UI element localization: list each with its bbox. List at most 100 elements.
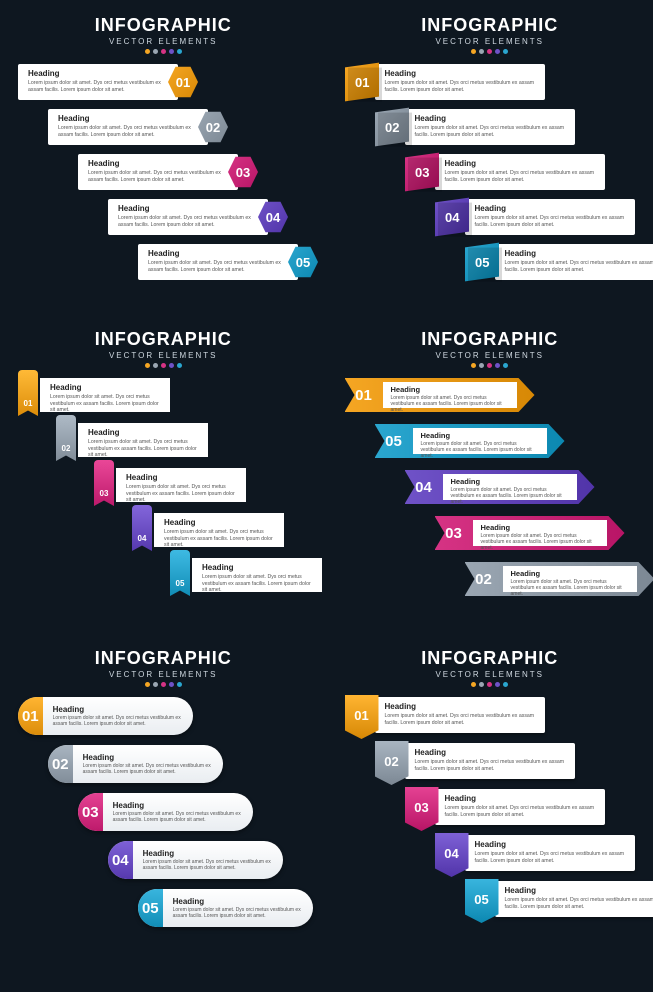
panel-4-subtitle: VECTOR ELEMENTS: [345, 351, 636, 360]
p2-row-01: HeadingLorem ipsum dolor sit amet. Dys o…: [345, 64, 636, 104]
p1-number-02: 02: [206, 120, 220, 135]
p2-card-03: Heading Lorem ipsum dolor sit amet. Dys o…: [435, 154, 605, 190]
p1-number-03: 03: [236, 165, 250, 180]
p5-body-04: Lorem ipsum dolor sit amet. Dys orci met…: [143, 859, 273, 871]
p4-card-05: HeadingLorem ipsum dolor sit amet. Dys o…: [413, 428, 547, 454]
p5-row-02: 02HeadingLorem ipsum dolor sit amet. Dys…: [18, 745, 309, 787]
p4-row-02: 02 HeadingLorem ipsum dolor sit amet. Dys…: [345, 562, 636, 602]
p6-number-02: 02: [384, 754, 398, 769]
p4-heading-01: Heading: [391, 385, 509, 394]
panel-2-subtitle: VECTOR ELEMENTS: [345, 37, 636, 46]
p1-heading-02: Heading: [58, 114, 198, 123]
p6-row-02: HeadingLorem ipsum dolor sit amet. Dys o…: [345, 743, 636, 785]
p2-heading-03: Heading: [445, 159, 595, 168]
p1-number-04: 04: [266, 210, 280, 225]
down-ribbon-icon-03: 03: [405, 787, 439, 831]
p2-number-01: 01: [354, 75, 368, 90]
p4-body-02: Lorem ipsum dolor sit amet. Dys orci met…: [511, 579, 629, 597]
dot-violet: [495, 682, 500, 687]
pill-tab-02: 02: [48, 745, 73, 783]
p3-heading-02: Heading: [88, 428, 198, 437]
p3-body-04: Lorem ipsum dolor sit amet. Dys orci met…: [164, 529, 274, 549]
cube-icon-04: 04: [435, 198, 469, 237]
p6-number-04: 04: [444, 846, 458, 861]
p5-heading-04: Heading: [143, 849, 273, 858]
p6-heading-05: Heading: [505, 886, 653, 895]
pill-tab-05: 05: [138, 889, 163, 927]
dot-orange: [471, 49, 476, 54]
p6-heading-02: Heading: [415, 748, 565, 757]
cube-icon-03: 03: [405, 153, 439, 192]
p5-card-01: HeadingLorem ipsum dolor sit amet. Dys o…: [43, 705, 193, 727]
p6-row-03: HeadingLorem ipsum dolor sit amet. Dys o…: [345, 789, 636, 831]
dot-magenta: [161, 363, 166, 368]
p4-number-02: 02: [465, 571, 503, 588]
pill-02: 02HeadingLorem ipsum dolor sit amet. Dys…: [48, 745, 223, 783]
p3-number-04: 04: [138, 534, 147, 551]
pill-03: 03HeadingLorem ipsum dolor sit amet. Dys…: [78, 793, 253, 831]
dot-gray: [153, 363, 158, 368]
panel-1-rows: HeadingLorem ipsum dolor sit amet. Dys o…: [18, 64, 309, 284]
dot-orange: [145, 363, 150, 368]
p4-row-01: 01HeadingLorem ipsum dolor sit amet. Dys…: [345, 378, 636, 418]
p5-heading-02: Heading: [83, 753, 213, 762]
p2-row-04: HeadingLorem ipsum dolor sit amet. Dys o…: [345, 199, 636, 239]
p5-row-05: 05HeadingLorem ipsum dolor sit amet. Dys…: [18, 889, 309, 931]
p6-heading-03: Heading: [445, 794, 595, 803]
p3-heading-01: Heading: [50, 383, 160, 392]
panel-5-title-block: INFOGRAPHIC VECTOR ELEMENTS: [18, 648, 309, 687]
p5-number-01: 01: [22, 708, 39, 725]
p4-heading-04: Heading: [451, 477, 569, 486]
p2-body-03: Lorem ipsum dolor sit amet. Dys orci met…: [445, 170, 595, 183]
p5-body-01: Lorem ipsum dolor sit amet. Dys orci met…: [53, 715, 183, 727]
p6-card-04: HeadingLorem ipsum dolor sit amet. Dys o…: [465, 835, 635, 871]
p5-row-03: 03HeadingLorem ipsum dolor sit amet. Dys…: [18, 793, 309, 835]
p6-number-01: 01: [354, 708, 368, 723]
p6-number-03: 03: [414, 800, 428, 815]
ribbon-icon-03: 03: [94, 460, 114, 506]
dot-gray: [479, 363, 484, 368]
p3-row-01: Heading Lorem ipsum dolor sit amet. Dys o…: [18, 378, 309, 416]
p6-body-04: Lorem ipsum dolor sit amet. Dys orci met…: [475, 851, 625, 864]
p1-row-05: HeadingLorem ipsum dolor sit amet. Dys o…: [18, 244, 309, 284]
p3-body-01: Lorem ipsum dolor sit amet. Dys orci met…: [50, 394, 160, 414]
p5-number-03: 03: [82, 804, 99, 821]
dot-gray: [479, 49, 484, 54]
dot-teal: [503, 682, 508, 687]
p3-number-02: 02: [62, 444, 71, 461]
panel-5-subtitle: VECTOR ELEMENTS: [18, 670, 309, 679]
p6-row-05: HeadingLorem ipsum dolor sit amet. Dys o…: [345, 881, 636, 923]
p3-number-03: 03: [100, 489, 109, 506]
p5-heading-03: Heading: [113, 801, 243, 810]
p4-body-04: Lorem ipsum dolor sit amet. Dys orci met…: [451, 487, 569, 505]
p4-row-04: 04HeadingLorem ipsum dolor sit amet. Dys…: [345, 470, 636, 510]
p4-card-04: HeadingLorem ipsum dolor sit amet. Dys o…: [443, 474, 577, 500]
p2-body-04: Lorem ipsum dolor sit amet. Dys orci met…: [475, 215, 625, 228]
p4-body-01: Lorem ipsum dolor sit amet. Dys orci met…: [391, 395, 509, 413]
panel-2-dots: [345, 49, 636, 54]
panel-6-rows: Heading Lorem ipsum dolor sit amet. Dys o…: [345, 697, 636, 923]
p4-heading-02: Heading: [511, 569, 629, 578]
p1-card-03: HeadingLorem ipsum dolor sit amet. Dys o…: [78, 154, 238, 190]
p6-card-05: HeadingLorem ipsum dolor sit amet. Dys o…: [495, 881, 653, 917]
pill-tab-03: 03: [78, 793, 103, 831]
p6-number-05: 05: [474, 892, 488, 907]
p2-body-01: Lorem ipsum dolor sit amet. Dys orci met…: [385, 80, 535, 93]
p5-row-01: 01HeadingLorem ipsum dolor sit amet. Dys…: [18, 697, 309, 739]
panel-1-hex: INFOGRAPHIC VECTOR ELEMENTS HeadingLorem…: [0, 10, 327, 314]
p4-card-03: HeadingLorem ipsum dolor sit amet. Dys o…: [473, 520, 607, 546]
dot-gray: [153, 49, 158, 54]
p4-number-04: 04: [405, 479, 443, 496]
p1-row-01: HeadingLorem ipsum dolor sit amet. Dys o…: [18, 64, 309, 104]
p5-row-04: 04HeadingLorem ipsum dolor sit amet. Dys…: [18, 841, 309, 883]
p3-card-03: HeadingLorem ipsum dolor sit amet. Dys o…: [116, 468, 246, 502]
p2-card-02: HeadingLorem ipsum dolor sit amet. Dys o…: [405, 109, 575, 145]
cube-icon-05: 05: [465, 243, 499, 282]
p2-row-02: HeadingLorem ipsum dolor sit amet. Dys o…: [345, 109, 636, 149]
panel-4-title-block: INFOGRAPHIC VECTOR ELEMENTS: [345, 329, 636, 368]
dot-teal: [177, 682, 182, 687]
p3-row-04: HeadingLorem ipsum dolor sit amet. Dys o…: [18, 513, 309, 551]
panel-4-rows: 01HeadingLorem ipsum dolor sit amet. Dys…: [345, 378, 636, 602]
panel-6-title: INFOGRAPHIC: [345, 648, 636, 669]
dot-teal: [503, 49, 508, 54]
